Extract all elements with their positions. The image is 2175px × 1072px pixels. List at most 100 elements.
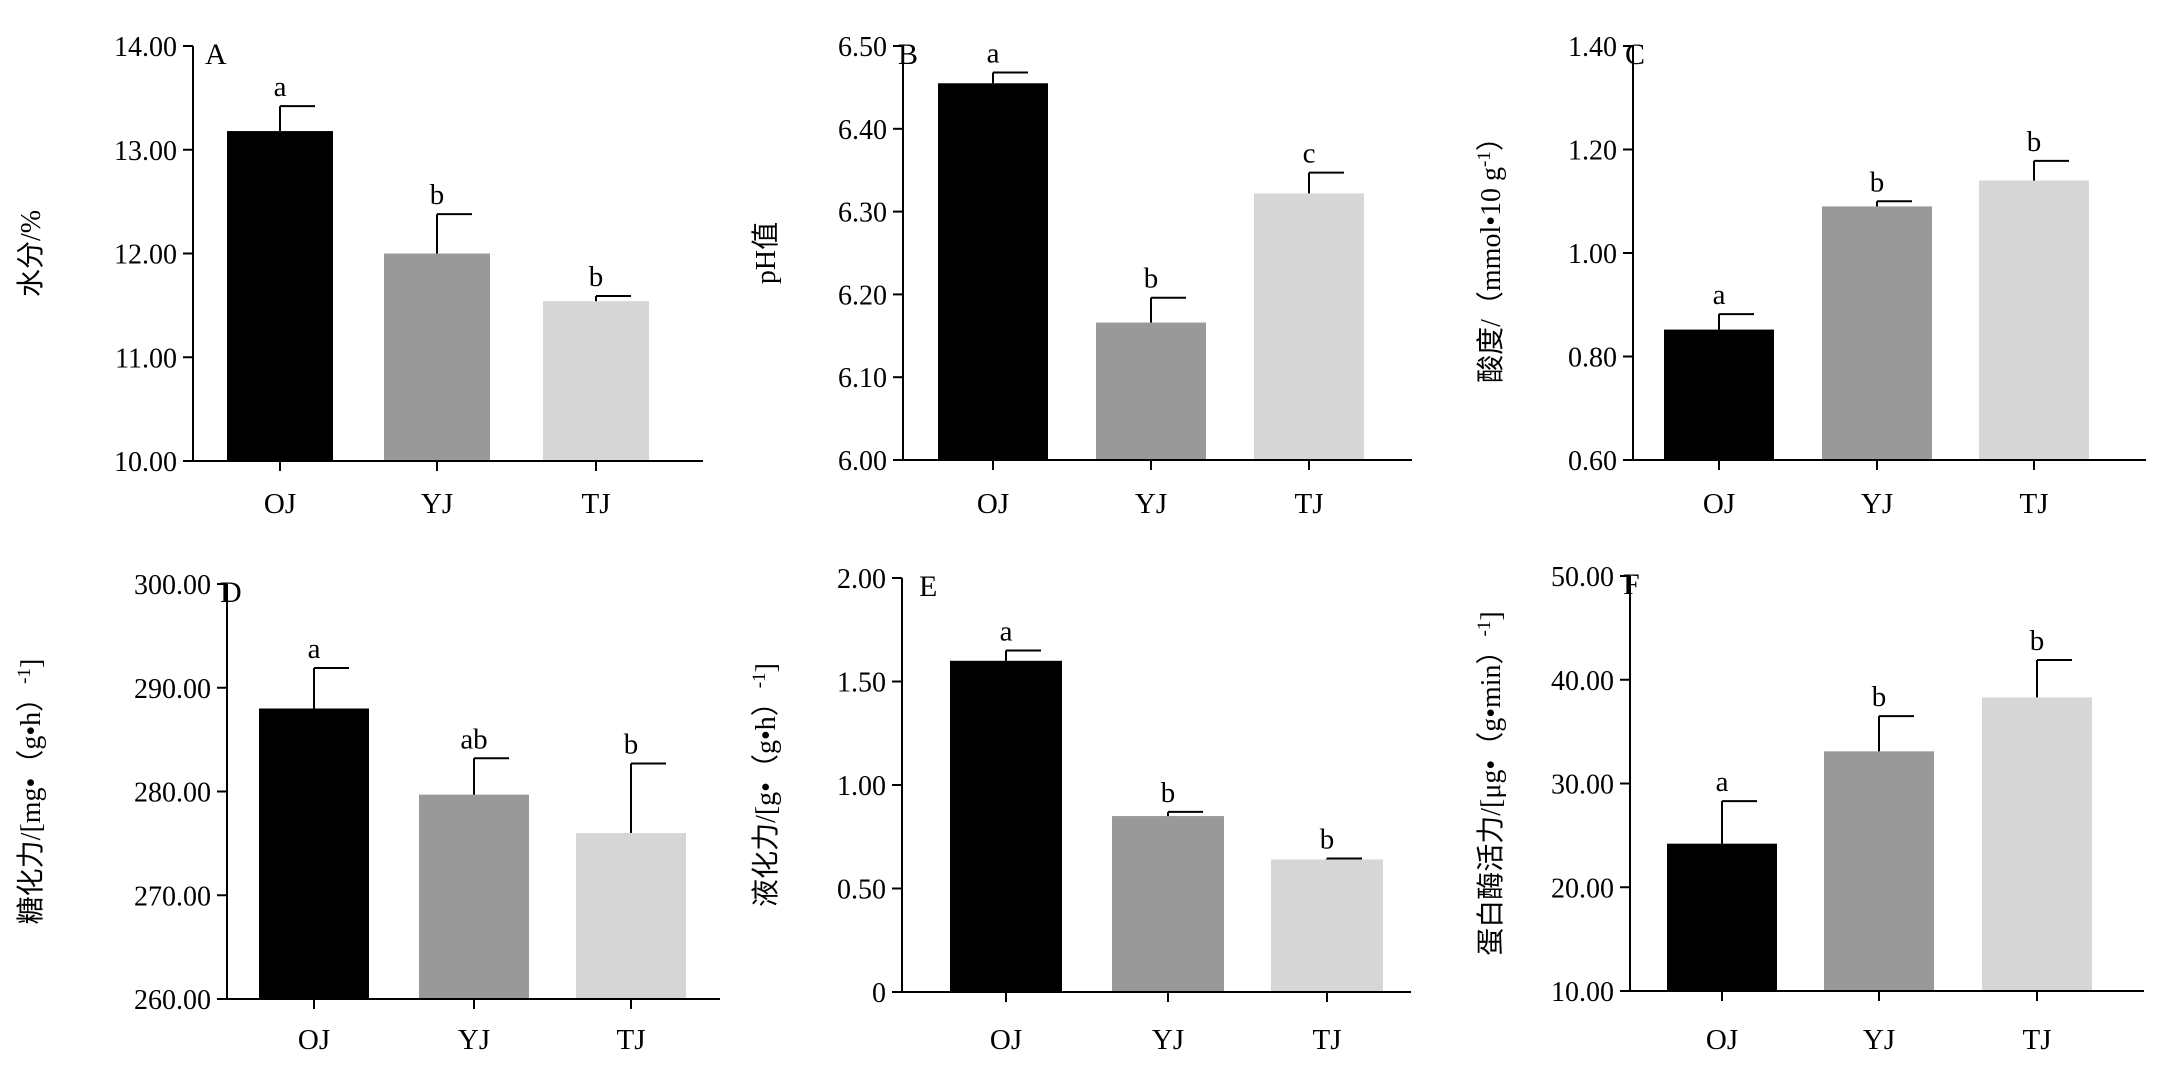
y-tick-label: 260.00 <box>134 985 211 1016</box>
y-tick-label: 300.00 <box>134 570 211 601</box>
category-label-oj: OJ <box>298 1024 330 1056</box>
category-label-yj: YJ <box>1861 488 1893 520</box>
y-axis-label-text: 糖化力/[mg•（g•h） <box>15 684 47 925</box>
error-bar-yj <box>1876 200 1912 207</box>
error-bar-tj <box>2036 659 2072 698</box>
category-label-oj: OJ <box>990 1024 1022 1056</box>
significance-label-tj: b <box>589 261 604 293</box>
y-tick-label: 6.40 <box>838 115 887 146</box>
panel-letter-a: A <box>205 38 227 71</box>
y-axis-label-closing: ） <box>1475 123 1507 151</box>
y-axis-label: pH值 <box>750 222 782 284</box>
significance-label-oj: a <box>1713 279 1726 311</box>
y-tick-label: 6.30 <box>838 198 887 229</box>
bar-oj <box>938 83 1048 460</box>
error-bar-tj <box>1308 171 1344 194</box>
y-tick-label: 13.00 <box>114 136 177 167</box>
significance-label-oj: a <box>1716 766 1729 798</box>
significance-label-oj: a <box>274 71 287 103</box>
error-bar-yj <box>1878 715 1914 752</box>
bar-yj <box>384 253 490 461</box>
y-tick-label: 30.00 <box>1551 770 1614 801</box>
significance-label-oj: a <box>308 633 321 665</box>
error-bar-tj <box>1326 857 1362 860</box>
error-bar-oj <box>1718 313 1754 330</box>
bar-yj <box>1112 816 1224 992</box>
y-axis-label-closing: ] <box>16 659 47 668</box>
significance-label-tj: b <box>2030 625 2045 657</box>
y-tick-label: 0 <box>872 978 886 1009</box>
y-tick-label: 0.80 <box>1568 343 1617 374</box>
y-tick-label: 50.00 <box>1551 562 1614 593</box>
y-tick-label: 12.00 <box>114 240 177 271</box>
significance-label-yj: b <box>430 179 445 211</box>
panel-d: a OJ ab YJ b TJ 260.00 270.00 280.00 290.00 300.00… <box>14 570 720 1056</box>
bar-tj <box>543 301 649 461</box>
category-label-tj: TJ <box>2023 1024 2052 1056</box>
error-bar-tj <box>2033 159 2069 181</box>
y-axis-label-text: 酸度/（mmol•10 g <box>1475 167 1507 383</box>
y-axis-label-text: 水分/% <box>15 210 47 297</box>
y-axis-label-superscript: -1 <box>14 668 35 684</box>
significance-label-oj: a <box>1000 615 1013 647</box>
panel-letter-f: F <box>1623 568 1640 601</box>
y-tick-label: 20.00 <box>1551 873 1614 904</box>
panel-letter-d: D <box>220 576 242 609</box>
y-axis-label-closing: ] <box>751 663 782 672</box>
category-label-yj: YJ <box>458 1024 490 1056</box>
category-label-yj: YJ <box>1135 488 1167 520</box>
category-label-yj: YJ <box>1863 1024 1895 1056</box>
significance-label-oj: a <box>987 37 1000 69</box>
bar-yj <box>1822 206 1932 460</box>
y-axis-label-closing: ] <box>1476 611 1507 620</box>
category-label-oj: OJ <box>1706 1024 1738 1056</box>
significance-label-tj: b <box>1320 823 1335 855</box>
bar-tj <box>1982 697 2092 991</box>
y-axis-label: 水分/% <box>15 210 47 297</box>
bar-oj <box>259 708 369 999</box>
significance-label-yj: b <box>1144 263 1159 295</box>
y-tick-label: 40.00 <box>1551 666 1614 697</box>
panel-e: a OJ b YJ b TJ 0 0.50 1.00 1.50 2.00 E 液化力/[g•（g•h）-… <box>749 564 1411 1056</box>
bar-tj <box>1979 180 2089 461</box>
category-label-tj: TJ <box>2020 488 2049 520</box>
y-axis-label-superscript: -1 <box>1474 151 1495 167</box>
y-axis-label-superscript: -1 <box>1474 621 1495 637</box>
panel-letter-e: E <box>919 570 937 603</box>
y-tick-label: 11.00 <box>115 343 177 374</box>
error-bar-yj <box>436 213 472 254</box>
error-bar-oj <box>1721 800 1757 844</box>
significance-label-tj: b <box>624 728 639 760</box>
significance-label-yj: b <box>1870 166 1885 198</box>
y-tick-label: 6.20 <box>838 280 887 311</box>
error-bar-oj <box>279 105 315 132</box>
category-label-tj: TJ <box>617 1024 646 1056</box>
y-tick-label: 6.00 <box>838 446 887 477</box>
y-axis-label: 糖化力/[mg•（g•h）-1] <box>14 659 47 925</box>
significance-label-yj: b <box>1872 681 1887 713</box>
y-axis-label-text: 蛋白酶活力/[μg•（g•min） <box>1475 636 1507 955</box>
bar-yj <box>419 794 529 999</box>
category-label-oj: OJ <box>977 488 1009 520</box>
significance-label-tj: b <box>2027 126 2042 158</box>
bar-oj <box>1667 843 1777 991</box>
significance-label-yj: ab <box>460 723 487 755</box>
y-axis-label: 液化力/[g•（g•h）-1] <box>749 663 782 907</box>
category-label-tj: TJ <box>1295 488 1324 520</box>
error-bar-tj <box>595 295 631 302</box>
y-tick-label: 14.00 <box>114 32 177 63</box>
bar-tj <box>1254 193 1364 460</box>
significance-label-tj: c <box>1303 138 1316 170</box>
y-axis-label-text: pH值 <box>750 222 782 284</box>
panel-letter-c: C <box>1625 38 1645 71</box>
bar-tj <box>576 833 686 999</box>
bar-yj <box>1824 751 1934 991</box>
error-bar-yj <box>1150 296 1186 323</box>
category-label-yj: YJ <box>421 488 453 520</box>
panel-c: a OJ b YJ b TJ 0.60 0.80 1.00 1.20 1.40 C 酸度/（mmol•1… <box>1474 32 2146 520</box>
y-tick-label: 10.00 <box>114 447 177 478</box>
bar-tj <box>1271 859 1383 992</box>
y-tick-label: 6.10 <box>838 363 887 394</box>
bar-yj <box>1096 322 1206 460</box>
